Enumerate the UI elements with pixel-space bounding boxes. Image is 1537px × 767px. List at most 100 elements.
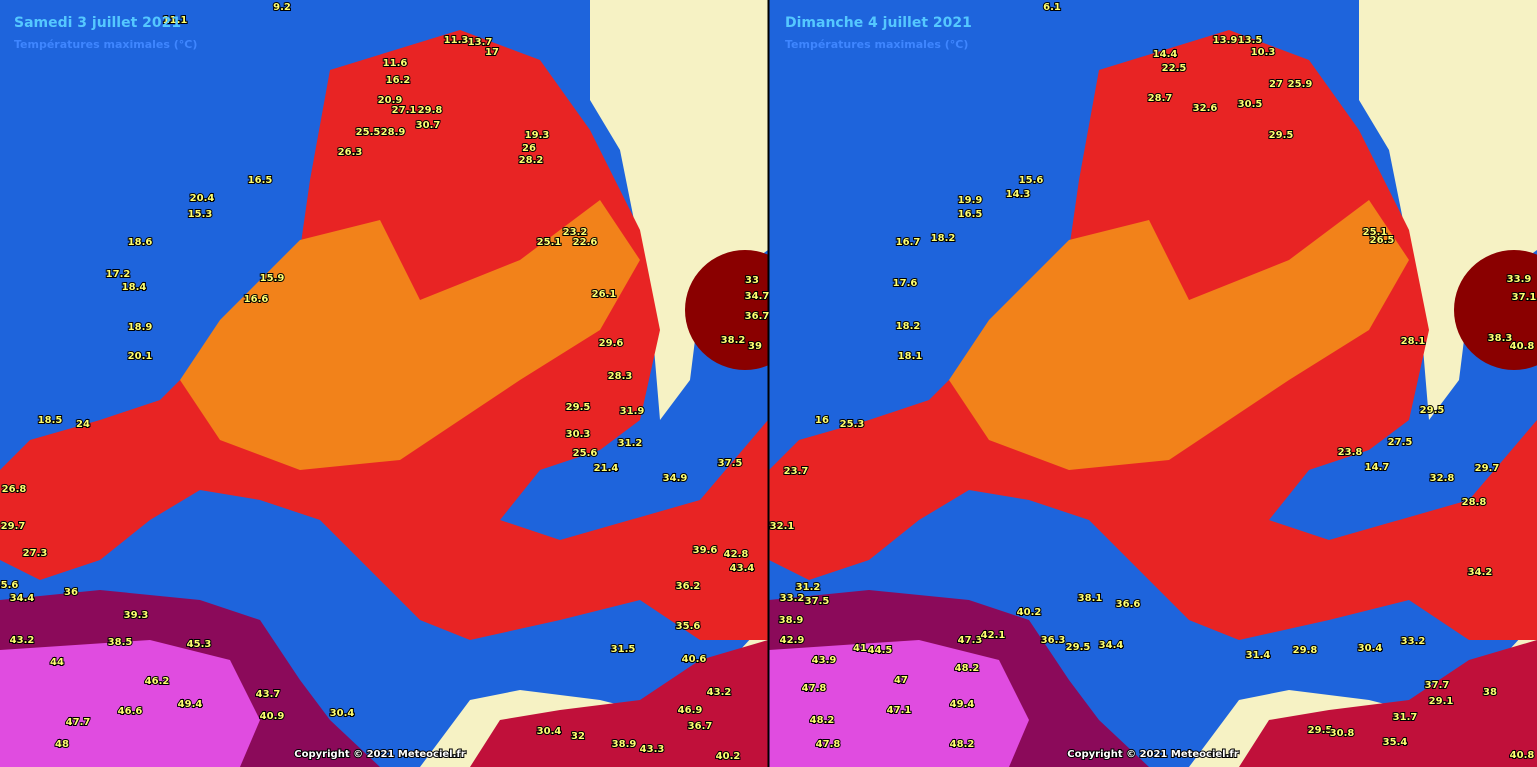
temperature-label: 27.5 xyxy=(1388,437,1413,448)
temperature-label: 38.9 xyxy=(612,739,637,750)
temperature-label: 28.7 xyxy=(1148,93,1173,104)
temperature-label: 29.5 xyxy=(1420,405,1445,416)
temperature-label: 38.3 xyxy=(1488,333,1513,344)
temperature-label: 34.4 xyxy=(10,593,35,604)
temperature-label: 40.8 xyxy=(1510,750,1535,761)
temperature-label: 32 xyxy=(571,731,585,742)
temperature-label: 9.2 xyxy=(273,2,291,13)
temperature-label: 19.3 xyxy=(525,130,550,141)
temperature-label: 24 xyxy=(76,419,90,430)
temperature-label: 30.4 xyxy=(330,708,355,719)
temperature-label: 11.3 xyxy=(444,35,469,46)
temperature-label: 36 xyxy=(64,587,78,598)
temperature-label: 48.2 xyxy=(810,715,835,726)
temperature-label: 25.1 xyxy=(537,237,562,248)
temperature-label: 37.1 xyxy=(1512,292,1537,303)
temperature-label: 14.4 xyxy=(1153,49,1178,60)
temperature-label: 30.7 xyxy=(416,120,441,131)
temperature-label: 14.7 xyxy=(1365,462,1390,473)
temperature-label: 26.8 xyxy=(2,484,27,495)
temperature-label: 30.4 xyxy=(1358,643,1383,654)
temperature-label: 31.5 xyxy=(611,644,636,655)
temperature-label: 39.6 xyxy=(693,545,718,556)
temperature-label: 47 xyxy=(894,675,908,686)
temperature-label: 10.3 xyxy=(1251,47,1276,58)
temperature-label: 36.7 xyxy=(688,721,713,732)
temperature-label: 6.1 xyxy=(1043,2,1061,13)
temperature-label: 27.1 xyxy=(392,105,417,116)
temperature-label: 47.8 xyxy=(816,739,841,750)
temperature-label: 33.9 xyxy=(1507,274,1532,285)
temperature-label: 17.2 xyxy=(106,269,131,280)
temperature-label: 40.8 xyxy=(1510,341,1535,352)
temperature-label: 34.7 xyxy=(745,291,770,302)
temperature-label: 27 xyxy=(1269,79,1283,90)
temperature-label: 28.2 xyxy=(519,155,544,166)
temperature-label: 32.8 xyxy=(1430,473,1455,484)
temperature-label: 26.3 xyxy=(338,147,363,158)
temperature-label: 28.8 xyxy=(1462,497,1487,508)
temperature-label: 20.4 xyxy=(190,193,215,204)
temperature-label: 47.7 xyxy=(66,717,91,728)
temperature-label: 40.2 xyxy=(716,751,741,762)
temperature-label: 17 xyxy=(485,47,499,58)
temperature-label: 47.3 xyxy=(958,635,983,646)
temperature-label: 17.6 xyxy=(893,278,918,289)
temperature-label: 43.7 xyxy=(256,689,281,700)
temperature-label: 21.4 xyxy=(594,463,619,474)
copyright: Copyright © 2021 Meteociel.fr xyxy=(1067,749,1238,760)
temperature-label: 18.9 xyxy=(128,322,153,333)
temperature-label: 49.4 xyxy=(178,699,203,710)
temperature-label: 42.9 xyxy=(780,635,805,646)
temperature-label: 22.5 xyxy=(1162,63,1187,74)
temperature-label: 37.5 xyxy=(805,596,830,607)
temperature-label: 46.9 xyxy=(678,705,703,716)
temperature-label: 30.3 xyxy=(566,429,591,440)
temperature-label: 18.2 xyxy=(896,321,921,332)
temperature-label: 13.7 xyxy=(468,37,493,48)
temperature-label: 29.6 xyxy=(599,338,624,349)
temperature-label: 18.1 xyxy=(898,351,923,362)
temperature-label: 22.6 xyxy=(573,237,598,248)
temperature-label: 16.5 xyxy=(958,209,983,220)
temperature-label: 36.6 xyxy=(1116,599,1141,610)
temperature-label: 36.7 xyxy=(745,311,770,322)
temperature-label: 28.1 xyxy=(1401,336,1426,347)
temperature-label: 18.6 xyxy=(128,237,153,248)
temperature-label: 15.6 xyxy=(1019,175,1044,186)
temperature-label: 34.4 xyxy=(1099,640,1124,651)
temperature-label: 20.9 xyxy=(378,95,403,106)
temperature-label: 18.5 xyxy=(38,415,63,426)
temperature-label: 33 xyxy=(745,275,759,286)
temperature-label: 27.3 xyxy=(23,548,48,559)
temperature-label: 43.2 xyxy=(10,635,35,646)
copyright: Copyright © 2021 Meteociel.fr xyxy=(294,749,465,760)
temperature-label: 31.4 xyxy=(1246,650,1271,661)
temperature-label: 31.9 xyxy=(620,406,645,417)
temperature-label: 29.7 xyxy=(1,521,26,532)
temperature-label: 23.7 xyxy=(784,466,809,477)
temperature-label: 25.9 xyxy=(1288,79,1313,90)
temperature-label: 29.5 xyxy=(1269,130,1294,141)
map-subtitle: Températures maximales (°C) xyxy=(14,38,197,51)
temperature-label: 29.5 xyxy=(1308,725,1333,736)
temperature-label: 48 xyxy=(55,739,69,750)
map-background xyxy=(0,0,805,767)
temperature-label: 44 xyxy=(50,657,64,668)
temperature-label: 11.6 xyxy=(383,58,408,69)
temperature-label: 29.7 xyxy=(1475,463,1500,474)
temperature-label: 31.7 xyxy=(1393,712,1418,723)
temperature-label: 38 xyxy=(1483,687,1497,698)
temperature-label: 29.8 xyxy=(418,105,443,116)
temperature-label: 13.5 xyxy=(1238,35,1263,46)
temperature-label: 19.9 xyxy=(958,195,983,206)
temperature-label: 31.2 xyxy=(796,582,821,593)
temperature-label: 47.1 xyxy=(887,705,912,716)
temperature-label: 35.4 xyxy=(1383,737,1408,748)
temperature-label: 38.1 xyxy=(1078,593,1103,604)
temperature-label: 43.9 xyxy=(812,655,837,666)
temperature-label: 13.9 xyxy=(1213,35,1238,46)
temperature-label: 38.5 xyxy=(108,637,133,648)
temperature-label: 36.2 xyxy=(676,581,701,592)
